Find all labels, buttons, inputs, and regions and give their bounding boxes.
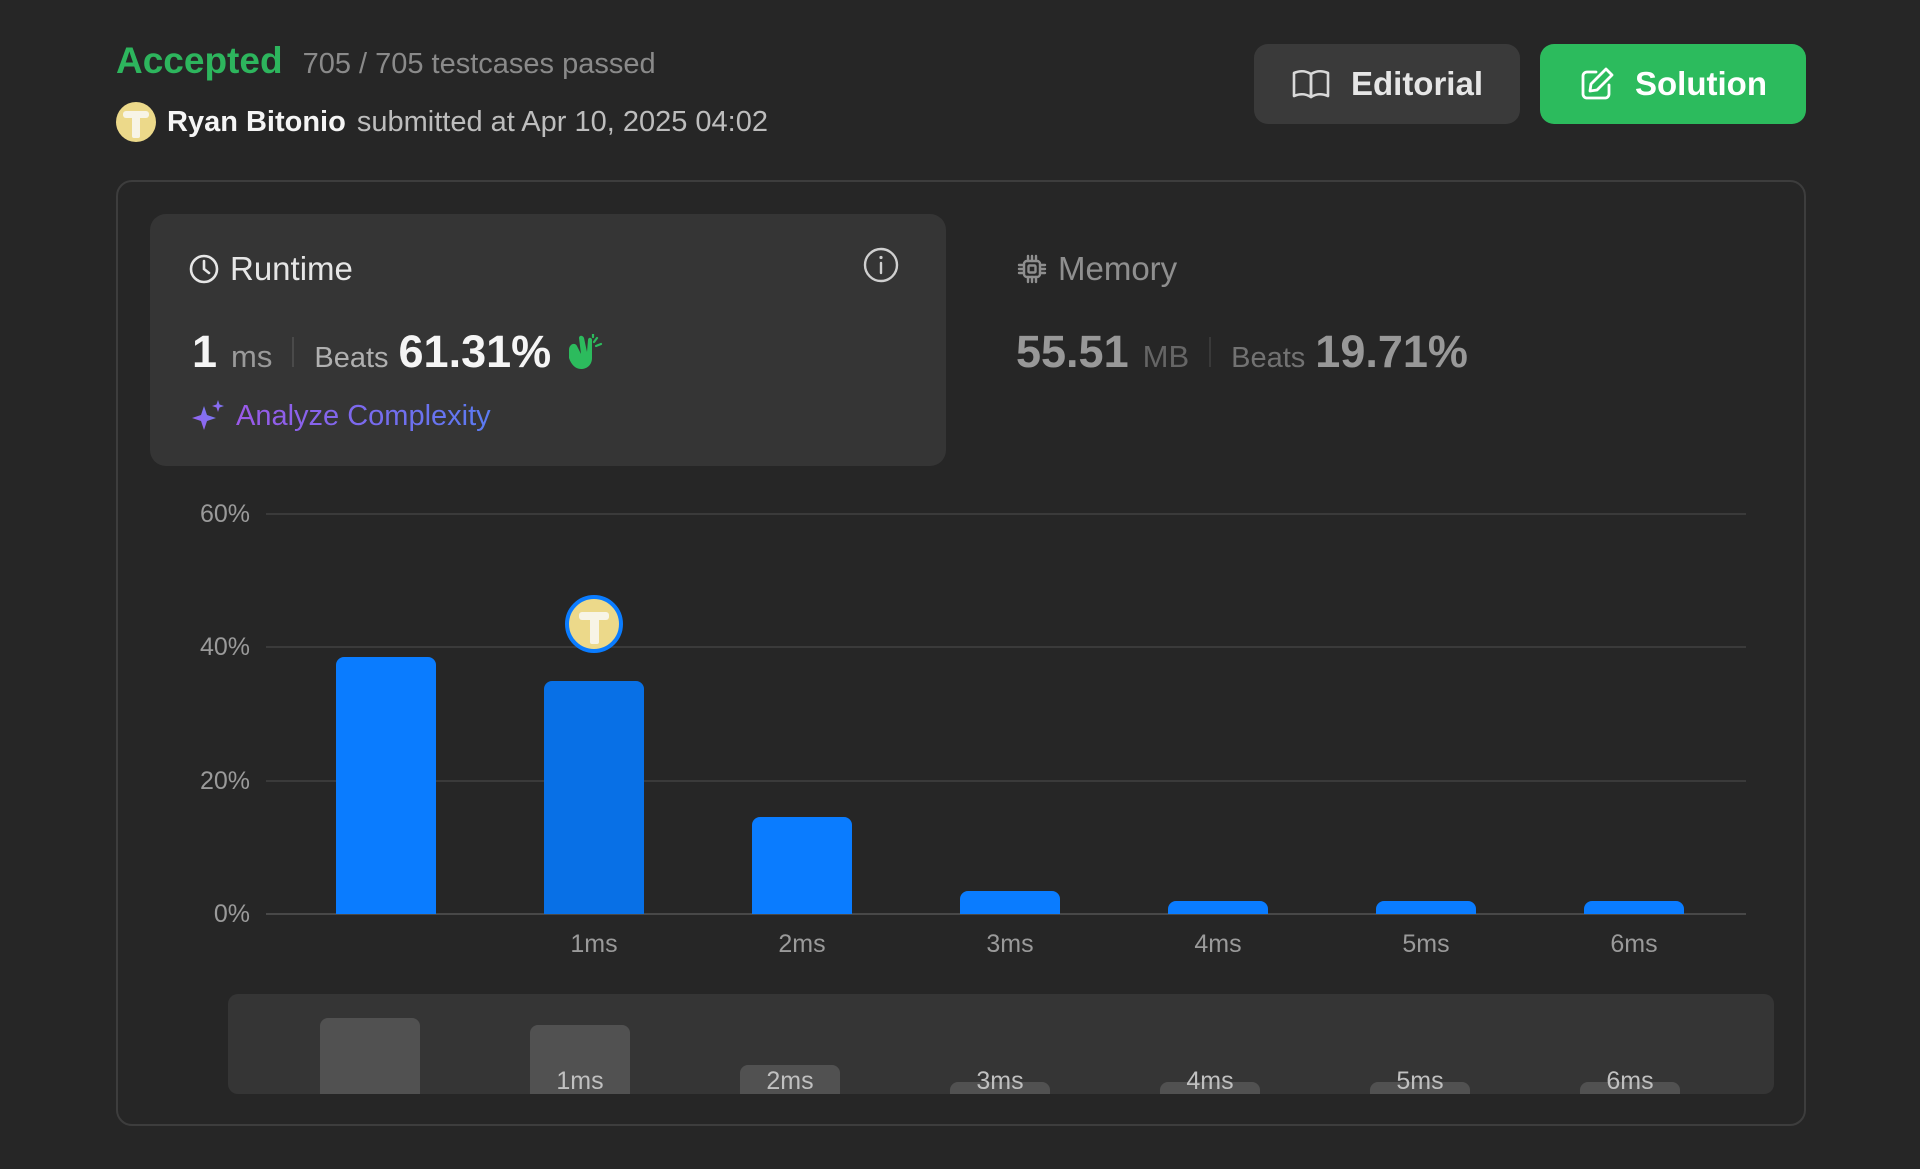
divider	[292, 337, 295, 367]
mini-chart-bar	[1160, 1082, 1260, 1094]
memory-beats-label: Beats	[1231, 342, 1306, 374]
memory-title: Memory	[1016, 250, 1177, 288]
clapping-hands-icon	[569, 334, 603, 369]
y-tick-label: 0%	[213, 900, 250, 928]
results-panel: Runtime 1 ms Beats 61.31% Analyze Compl	[116, 180, 1806, 1126]
chart-bar[interactable]	[960, 890, 1060, 914]
x-tick-label: 5ms	[1402, 930, 1450, 958]
memory-card[interactable]: Memory 55.51 MB Beats 19.71%	[1016, 214, 1716, 466]
mini-chart-label: 6ms	[1606, 1067, 1654, 1094]
editorial-label: Editorial	[1350, 65, 1484, 102]
grid-line	[266, 779, 1746, 782]
runtime-card[interactable]: Runtime 1 ms Beats 61.31% Analyze Compl	[150, 214, 946, 466]
mini-chart-label: 4ms	[1186, 1067, 1234, 1094]
runtime-value: 1	[192, 326, 218, 377]
mini-chart-label: 3ms	[976, 1067, 1024, 1094]
grid-line	[266, 646, 1746, 649]
chart-range-navigator[interactable]: 1ms 2ms 3ms 4ms 5ms 6ms	[228, 994, 1774, 1094]
submission-header: Accepted 705 / 705 testcases passed Ryan…	[116, 40, 1806, 142]
memory-unit: MB	[1142, 339, 1190, 374]
divider	[1209, 337, 1212, 367]
status-line: Accepted 705 / 705 testcases passed	[116, 40, 656, 82]
sparkles-icon	[192, 400, 224, 430]
chart-bar[interactable]	[1584, 900, 1684, 914]
edit-icon	[1581, 67, 1614, 100]
x-tick-label: 1ms	[570, 930, 618, 958]
your-submission-avatar[interactable]	[565, 594, 623, 653]
chart-bar[interactable]	[1168, 900, 1268, 914]
chart-bar[interactable]	[1376, 900, 1476, 914]
mini-chart-bar	[1580, 1082, 1680, 1094]
editorial-button[interactable]: Editorial	[1254, 44, 1520, 124]
chart-bar[interactable]	[336, 657, 436, 914]
chart-bar[interactable]	[544, 680, 644, 914]
grid-line	[266, 513, 1746, 515]
avatar[interactable]	[116, 102, 156, 142]
x-tick-label: 3ms	[986, 930, 1034, 958]
chip-icon	[1017, 254, 1047, 284]
runtime-title: Runtime	[188, 250, 353, 288]
runtime-unit: ms	[231, 339, 273, 374]
book-icon	[1292, 69, 1330, 99]
runtime-distribution-chart: 0% 20% 40% 60% 1ms 2ms 3ms 4ms 5ms 6ms	[118, 482, 1808, 962]
chart-bar[interactable]	[752, 817, 852, 914]
grid-line	[266, 913, 1746, 915]
clock-icon	[189, 254, 219, 284]
mini-chart-bar	[320, 1018, 420, 1094]
solution-button[interactable]: Solution	[1540, 44, 1806, 124]
mini-chart-bar	[1370, 1082, 1470, 1094]
solution-label: Solution	[1635, 65, 1767, 102]
submitted-time: submitted at Apr 10, 2025 04:02	[356, 105, 768, 138]
x-tick-label: 4ms	[1194, 930, 1242, 958]
runtime-title-label: Runtime	[230, 250, 353, 287]
mini-chart-bar	[740, 1065, 840, 1094]
memory-title-label: Memory	[1058, 250, 1178, 287]
info-icon[interactable]	[862, 246, 900, 284]
y-tick-label: 20%	[199, 766, 250, 795]
mini-chart-bar	[950, 1082, 1050, 1094]
status-accepted: Accepted	[116, 40, 283, 81]
mini-chart-label: 2ms	[766, 1067, 814, 1094]
author-name[interactable]: Ryan Bitonio	[167, 105, 346, 138]
mini-chart-label: 5ms	[1396, 1067, 1444, 1094]
x-tick-label: 6ms	[1610, 930, 1658, 958]
x-tick-label: 2ms	[778, 930, 826, 958]
y-tick-label: 60%	[199, 500, 250, 528]
runtime-beats-percent: 61.31%	[398, 326, 552, 377]
runtime-beats-label: Beats	[314, 342, 389, 374]
mini-chart-bar	[530, 1024, 630, 1094]
y-tick-label: 40%	[199, 633, 250, 662]
runtime-metric: 1 ms Beats 61.31%	[192, 326, 603, 378]
testcases-passed: 705 / 705 testcases passed	[302, 48, 656, 80]
memory-value: 55.51	[1016, 326, 1129, 377]
memory-beats-percent: 19.71%	[1315, 326, 1468, 377]
analyze-complexity-label: Analyze Complexity	[236, 399, 491, 432]
mini-chart-label: 1ms	[556, 1067, 604, 1094]
analyze-complexity-link[interactable]: Analyze Complexity	[190, 398, 491, 434]
submitter-line: Ryan Bitonio submitted at Apr 10, 2025 0…	[116, 102, 768, 142]
memory-metric: 55.51 MB Beats 19.71%	[1016, 326, 1468, 378]
